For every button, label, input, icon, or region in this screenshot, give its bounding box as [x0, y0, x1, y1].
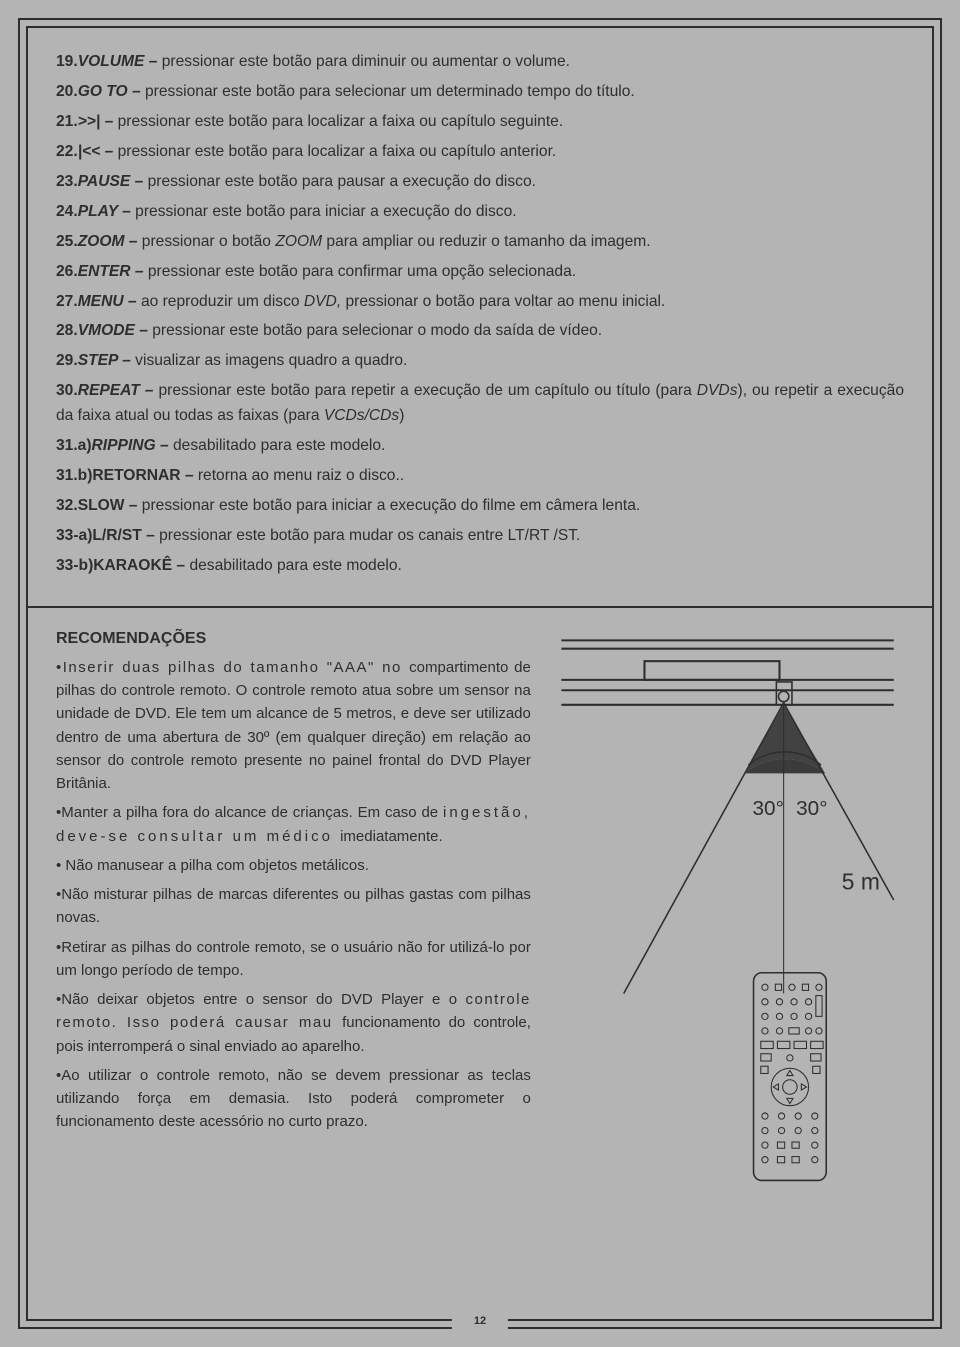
- sensor-diagram: 30° 30° 5 m: [551, 630, 904, 1217]
- lower-section: RECOMENDAÇÕES •Inserir duas pilhas do ta…: [28, 608, 932, 1239]
- instruction-item: 21.>>| – pressionar este botão para loca…: [56, 110, 904, 135]
- instruction-item: 26.ENTER – pressionar este botão para co…: [56, 260, 904, 285]
- recommendation-bullet: •Manter a pilha fora do alcance de crian…: [56, 801, 531, 848]
- instruction-item: 27.MENU – ao reproduzir um disco DVD, pr…: [56, 290, 904, 315]
- recommendation-bullet: •Não misturar pilhas de marcas diferente…: [56, 883, 531, 930]
- recommendation-bullet: •Retirar as pilhas do controle remoto, s…: [56, 936, 531, 983]
- recommendation-bullet: •Não deixar objetos entre o sensor do DV…: [56, 988, 531, 1058]
- instruction-item: 24.PLAY – pressionar este botão para ini…: [56, 200, 904, 225]
- angle-left: 30°: [752, 797, 783, 820]
- instruction-item: 32.SLOW – pressionar este botão para ini…: [56, 494, 904, 519]
- instruction-item: 20.GO TO – pressionar este botão para se…: [56, 80, 904, 105]
- page-number: 12: [452, 1313, 508, 1329]
- instruction-item: 23.PAUSE – pressionar este botão para pa…: [56, 170, 904, 195]
- instruction-item: 22.|<< – pressionar este botão para loca…: [56, 140, 904, 165]
- recommendation-bullet: • Não manusear a pilha com objetos metál…: [56, 854, 531, 877]
- instruction-item: 31.b)RETORNAR – retorna ao menu raiz o d…: [56, 464, 904, 489]
- instruction-item: 19.VOLUME – pressionar este botão para d…: [56, 50, 904, 75]
- instruction-item: 30.REPEAT – pressionar este botão para r…: [56, 379, 904, 429]
- upper-section: 19.VOLUME – pressionar este botão para d…: [28, 28, 932, 608]
- instruction-item: 31.a)RIPPING – desabilitado para este mo…: [56, 434, 904, 459]
- instruction-item: 28.VMODE – pressionar este botão para se…: [56, 319, 904, 344]
- instruction-item: 29.STEP – visualizar as imagens quadro a…: [56, 349, 904, 374]
- instruction-item: 33-a)L/R/ST – pressionar este botão para…: [56, 524, 904, 549]
- recommendations-title: RECOMENDAÇÕES: [56, 630, 531, 648]
- recommendation-bullet: •Inserir duas pilhas do tamanho "AAA" no…: [56, 656, 531, 796]
- distance-label: 5 m: [842, 869, 880, 895]
- instruction-item: 33-b)KARAOKÊ – desabilitado para este mo…: [56, 554, 904, 579]
- angle-right: 30°: [796, 797, 827, 820]
- recommendation-bullet: •Ao utilizar o controle remoto, não se d…: [56, 1064, 531, 1134]
- recommendations-text: •Inserir duas pilhas do tamanho "AAA" no…: [56, 656, 531, 1134]
- instruction-item: 25.ZOOM – pressionar o botão ZOOM para a…: [56, 230, 904, 255]
